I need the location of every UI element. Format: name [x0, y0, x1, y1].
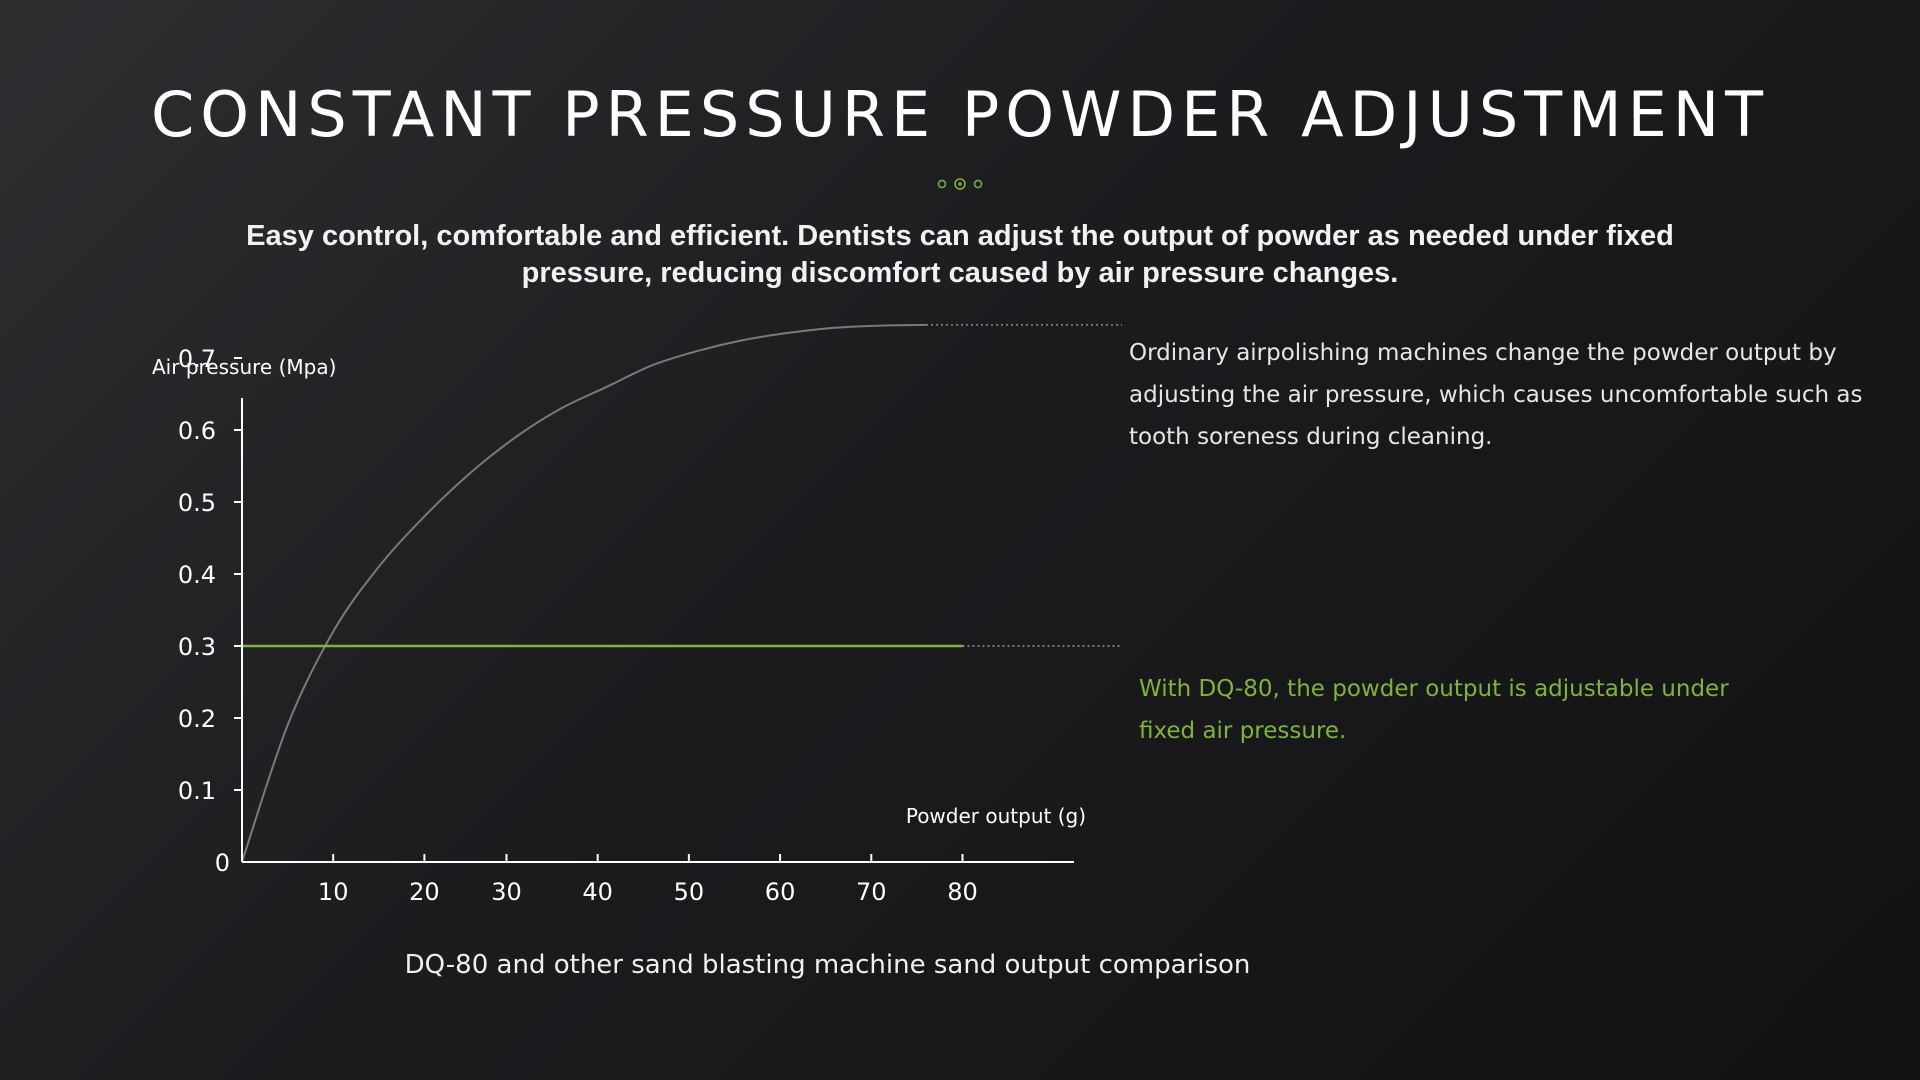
x-tick-label: 10 — [318, 878, 349, 906]
decorative-dots — [937, 178, 983, 190]
dq80-note: With DQ-80, the powder output is adjusta… — [1139, 676, 1729, 744]
dot-right — [973, 179, 983, 189]
y-tick-label: 0.1 — [178, 777, 216, 805]
y-tick-label: 0 — [215, 849, 230, 877]
page-title: CONSTANT PRESSURE POWDER ADJUSTMENT — [150, 78, 1770, 151]
chart-caption: DQ-80 and other sand blasting machine sa… — [0, 950, 1310, 980]
chart-caption-text: DQ-80 and other sand blasting machine sa… — [404, 950, 1251, 980]
y-tick-label: 0.2 — [178, 705, 216, 733]
x-tick-label: 20 — [409, 878, 440, 906]
x-axis-label: Powder output (g) — [906, 804, 1086, 828]
dot-center — [954, 178, 966, 190]
page-subtitle: Easy control, comfortable and efficient.… — [246, 220, 1674, 289]
x-tick-label: 50 — [674, 878, 705, 906]
y-tick-label: 0.4 — [178, 561, 216, 589]
y-axis-label: Air pressure (Mpa) — [152, 355, 336, 379]
y-tick-label: 0.6 — [178, 417, 216, 445]
x-tick-label: 60 — [765, 878, 796, 906]
x-tick-label: 40 — [582, 878, 613, 906]
x-tick-label: 80 — [947, 878, 978, 906]
dot-center-inner — [958, 182, 962, 186]
dot-left — [937, 179, 947, 189]
y-tick-label: 0.3 — [178, 633, 216, 661]
ordinary-machine-note: Ordinary airpolishing machines change th… — [1129, 340, 1863, 450]
x-tick-label: 30 — [491, 878, 522, 906]
series-line-ordinary — [241, 323, 927, 863]
y-tick-label: 0.5 — [178, 489, 216, 517]
x-tick-label: 70 — [856, 878, 887, 906]
y-tick-label: 0.7 — [178, 345, 216, 373]
